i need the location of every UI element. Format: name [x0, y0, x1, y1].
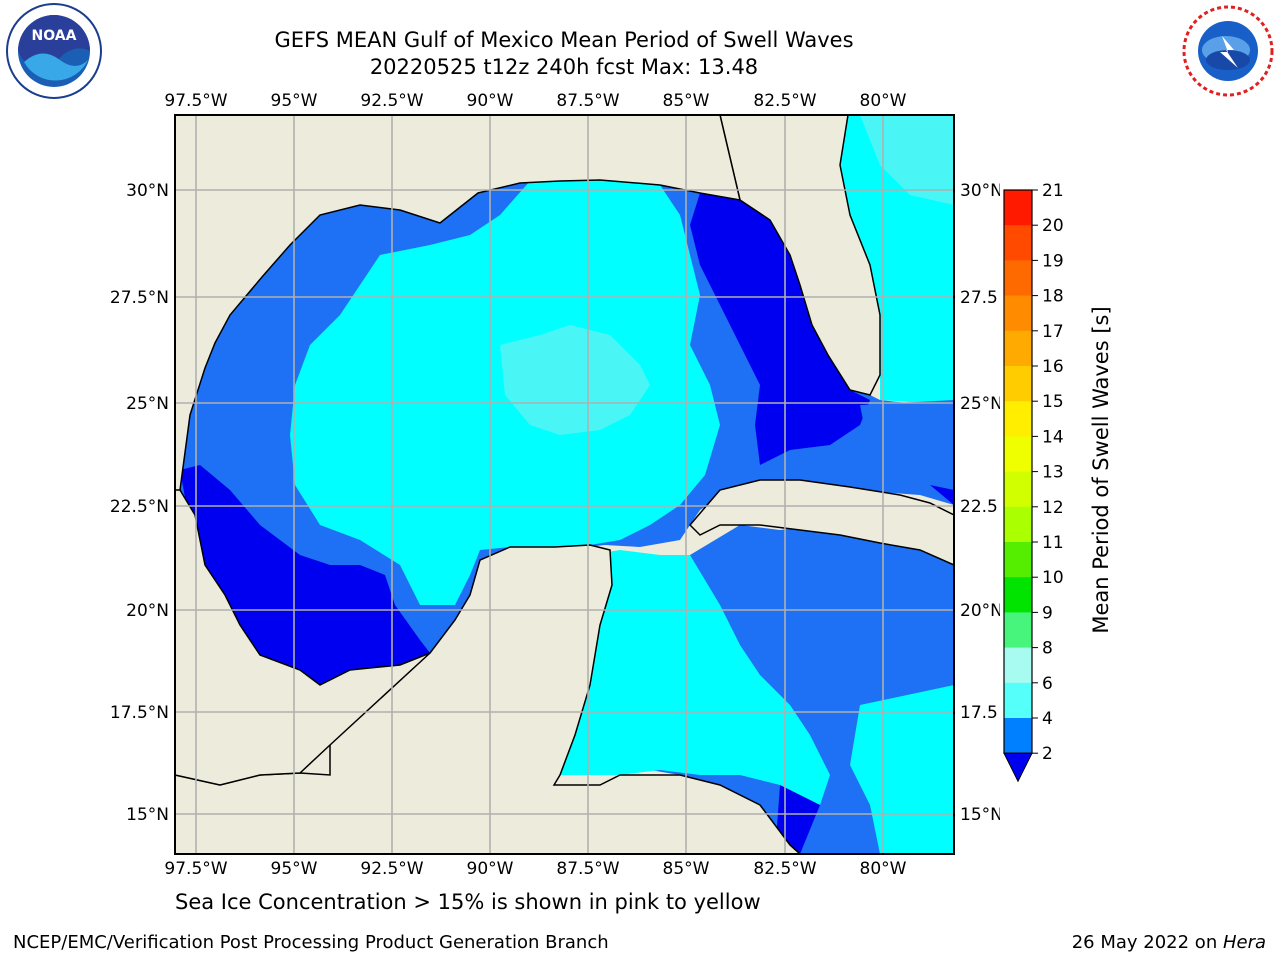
colorbar-extend-arrow	[1003, 752, 1033, 783]
nws-logo	[1182, 5, 1274, 97]
lon-label: 95°W	[271, 91, 318, 111]
colorbar-swatch	[1004, 682, 1032, 719]
gulf-deep-blue-west	[180, 465, 430, 685]
lon-label: 87.5°W	[556, 91, 619, 111]
us-gulf-coast	[175, 115, 741, 497]
chart-title: GEFS MEAN Gulf of Mexico Mean Period of …	[274, 28, 854, 52]
gulf-light-cyan	[500, 325, 650, 435]
footer-host: Hera	[1222, 932, 1266, 953]
lon-label: 85°W	[663, 859, 710, 879]
lat-label: 20°N	[960, 601, 1000, 621]
colorbar-tick-label: 8	[1042, 639, 1053, 659]
colorbar-swatch	[1004, 401, 1032, 437]
colorbar-swatch	[1004, 718, 1032, 754]
lon-label: 90°W	[467, 859, 514, 879]
lon-label: 97.5°W	[164, 859, 227, 879]
colorbar-tick-label: 18	[1042, 287, 1064, 307]
cuba-land	[688, 479, 954, 566]
colorbar-swatch	[1004, 330, 1032, 367]
footer-date: 26 May 2022 on Hera	[1072, 932, 1266, 953]
lon-label: 95°W	[271, 859, 318, 879]
lon-label: 92.5°W	[360, 91, 423, 111]
lon-label: 82.5°W	[753, 859, 816, 879]
lat-labels-left: 30°N 27.5°N 25°N 22.5°N 20°N 17.5°N 15°N	[110, 181, 169, 825]
colorbar-tick-label: 17	[1042, 322, 1064, 342]
lat-label: 17.5°N	[110, 703, 169, 723]
map-frame	[174, 114, 955, 855]
colorbar-swatch	[1004, 542, 1032, 578]
colorbar-tick-label: 6	[1042, 674, 1053, 694]
colorbar-tick-label: 9	[1042, 603, 1053, 623]
lat-label: 17.5	[960, 703, 998, 723]
lat-label: 15°N	[126, 805, 169, 825]
colorbar-swatch	[1004, 295, 1032, 332]
colorbar-tick-label: 2	[1042, 744, 1053, 764]
map-panel: 97.5°W 95°W 92.5°W 90°W 87.5°W 85°W 82.5…	[110, 91, 1000, 879]
colorbar-label: Mean Period of Swell Waves [s]	[1089, 306, 1113, 633]
colorbar-tick-label: 4	[1042, 709, 1053, 729]
lon-label: 97.5°W	[164, 91, 227, 111]
lat-label: 27.5°N	[110, 288, 169, 308]
lat-label: 22.5°N	[110, 497, 169, 517]
colorbar-swatch	[1004, 471, 1032, 508]
colorbar-tick-labels: 21 20 19 18 17 16 15 14 13 12 11 10 9 8 6 4 2	[1032, 181, 1064, 764]
lon-labels-bottom: 97.5°W 95°W 92.5°W 90°W 87.5°W 85°W 82.5…	[164, 859, 906, 879]
colorbar-swatch	[1004, 647, 1032, 684]
lat-label: 30°N	[126, 181, 169, 201]
lon-label: 92.5°W	[360, 859, 423, 879]
colorbar-tick-label: 16	[1042, 357, 1064, 377]
colorbar-tick-label: 14	[1042, 427, 1064, 447]
colorbar-swatch	[1004, 366, 1032, 402]
caribbean-cyan	[570, 550, 830, 805]
lat-label: 25°N	[960, 394, 1000, 414]
lon-label: 90°W	[467, 91, 514, 111]
colorbar-swatch	[1004, 436, 1032, 473]
colorbar-tick-label: 10	[1042, 568, 1064, 588]
noaa-logo-text: NOAA	[32, 28, 77, 44]
colorbar-swatch	[1004, 506, 1032, 543]
lon-label: 87.5°W	[556, 859, 619, 879]
graticule	[175, 115, 954, 854]
gulf-deep-blue-east	[690, 193, 870, 465]
lon-label: 80°W	[860, 859, 907, 879]
lat-label: 20°N	[126, 601, 169, 621]
chart-subtitle: 20220525 t12z 240h fcst Max: 13.48	[369, 55, 759, 79]
colorbar-swatch	[1004, 190, 1032, 226]
colorbar-tick-label: 19	[1042, 251, 1064, 271]
noaa-logo: NOAA	[6, 3, 102, 99]
footer-date-text: 26 May 2022 on	[1071, 932, 1223, 953]
lat-labels-right: 30°N 27.5 25°N 22.5 20°N 17.5 15°N	[960, 181, 1000, 825]
sea-ice-note: Sea Ice Concentration > 15% is shown in …	[175, 890, 761, 914]
footer-credit: NCEP/EMC/Verification Post Processing Pr…	[13, 932, 609, 953]
lon-label: 82.5°W	[753, 91, 816, 111]
lon-labels-top: 97.5°W 95°W 92.5°W 90°W 87.5°W 85°W 82.5…	[164, 91, 906, 111]
caribbean-east-cyan	[850, 685, 954, 854]
atlantic-deep-blue	[930, 485, 954, 505]
lat-label: 15°N	[960, 805, 1000, 825]
colorbar-swatch	[1004, 225, 1032, 261]
colorbar-swatch	[1004, 577, 1032, 613]
lon-label: 80°W	[860, 91, 907, 111]
colorbar-swatch	[1004, 260, 1032, 297]
colorbar-tick-label: 12	[1042, 498, 1064, 518]
lon-label: 85°W	[663, 91, 710, 111]
colorbar: 21 20 19 18 17 16 15 14 13 12 11 10 9 8 6 4 2 Mean Perio…	[1003, 181, 1113, 783]
colorbar-tick-label: 11	[1042, 533, 1064, 553]
colorbar-swatches	[1003, 189, 1033, 783]
colorbar-tick-label: 21	[1042, 181, 1064, 201]
colorbar-tick-label: 15	[1042, 392, 1064, 412]
colorbar-tick-label: 13	[1042, 463, 1064, 483]
lat-label: 25°N	[126, 394, 169, 414]
colorbar-tick-label: 20	[1042, 216, 1064, 236]
lat-label: 30°N	[960, 181, 1000, 201]
caribbean-deep-blue	[775, 785, 820, 854]
colorbar-swatch	[1004, 612, 1032, 649]
lat-label: 27.5	[960, 288, 998, 308]
lat-label: 22.5	[960, 497, 998, 517]
